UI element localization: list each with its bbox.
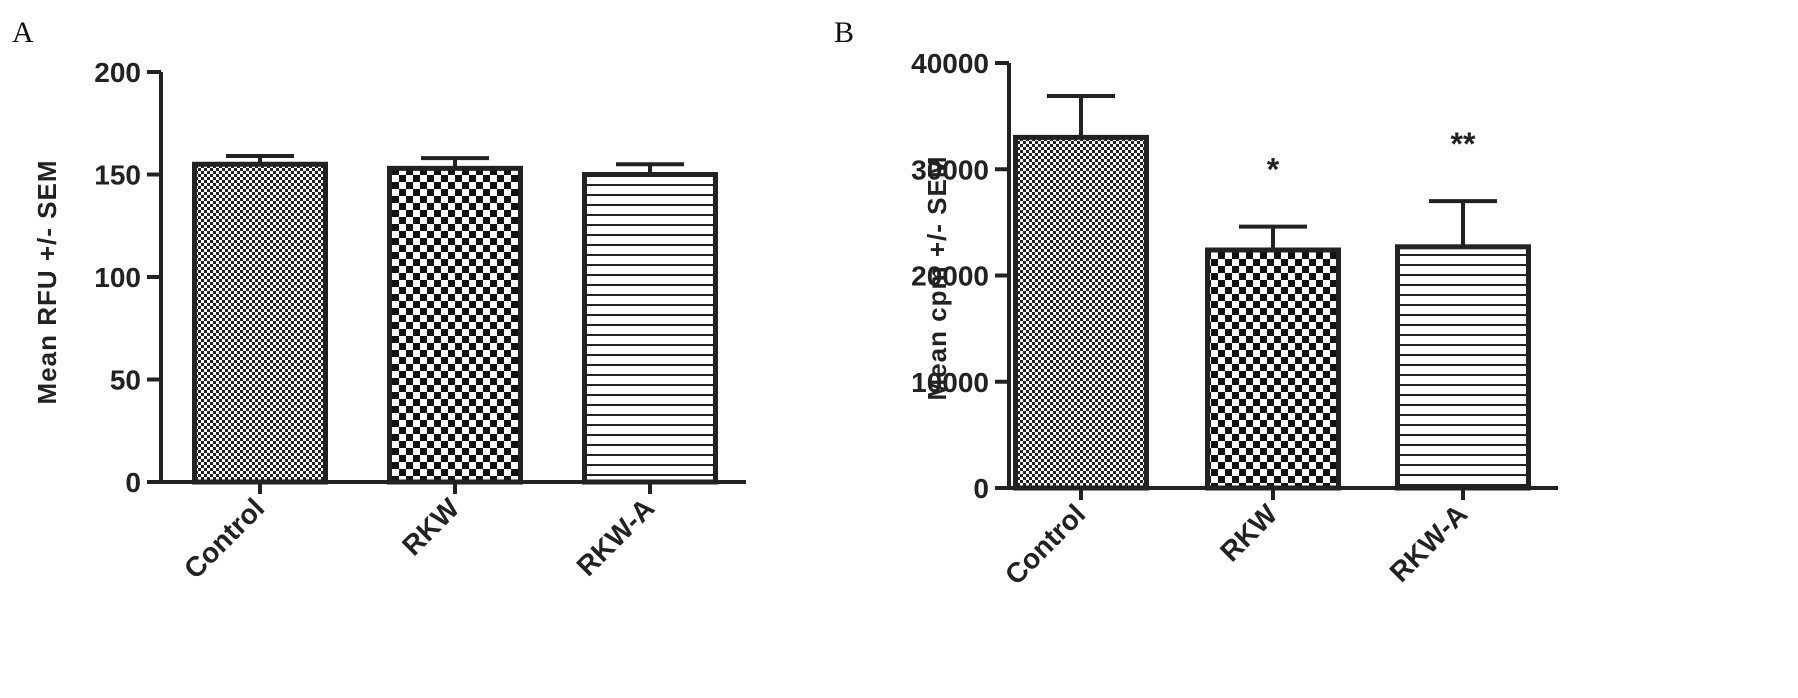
panel-b-y-axis-title: Mean cpm +/- SEM xyxy=(922,156,952,401)
panel-a-y-tick-label: 150 xyxy=(94,160,141,191)
panel-a-category-label: Control xyxy=(178,492,270,584)
panel-a-bar-control xyxy=(192,161,328,485)
panel-b-bar-rkw-a xyxy=(1395,244,1531,491)
panel-a-bar-rkw-a xyxy=(582,172,718,485)
panel-a-y-tick-label: 200 xyxy=(94,57,141,88)
panel-a-bar-rkw xyxy=(387,165,523,485)
panel-a-y-tick-label: 50 xyxy=(110,365,141,396)
panel-b-category-label: RKW-A xyxy=(1384,498,1474,588)
panel-a-category-label: RKW-A xyxy=(571,492,661,582)
panel-b-y-tick-label: 30000 xyxy=(911,154,989,185)
panel-b-y-tick-label: 20000 xyxy=(911,261,989,292)
panel-b-significance-marker: * xyxy=(1267,152,1280,188)
panel-a-y-tick-label: 100 xyxy=(94,262,141,293)
panel-b-plot: 0 10000 20000 30000 40000 Control RKW * RKW-A ** xyxy=(911,48,1558,591)
panel-b-y-tick-label: 40000 xyxy=(911,48,989,79)
panel-b-significance-marker: ** xyxy=(1451,126,1476,162)
panel-b-y-tick-label: 0 xyxy=(973,473,989,504)
panel-a-category-label: RKW xyxy=(396,492,466,562)
panel-b-category-label: RKW xyxy=(1214,498,1284,568)
panel-b-bar-rkw xyxy=(1205,247,1341,491)
panel-a-plot: 0 50 100 150 200 Control RKW RKW-A xyxy=(94,57,746,585)
panel-b: B Mean cpm +/- SEM 0 10000 20000 30000 40000… xyxy=(834,16,1558,591)
panel-a-letter: A xyxy=(12,16,34,49)
panel-b-category-label: Control xyxy=(999,498,1091,590)
panel-a: A Mean RFU +/- SEM 0 50 100 150 200 Control RK… xyxy=(12,16,746,585)
panel-a-y-axis-title: Mean RFU +/- SEM xyxy=(32,160,62,405)
panel-b-letter: B xyxy=(834,16,854,49)
panel-b-bar-control xyxy=(1013,134,1149,491)
panel-a-y-tick-label: 0 xyxy=(125,467,141,498)
panel-b-y-tick-label: 10000 xyxy=(911,367,989,398)
